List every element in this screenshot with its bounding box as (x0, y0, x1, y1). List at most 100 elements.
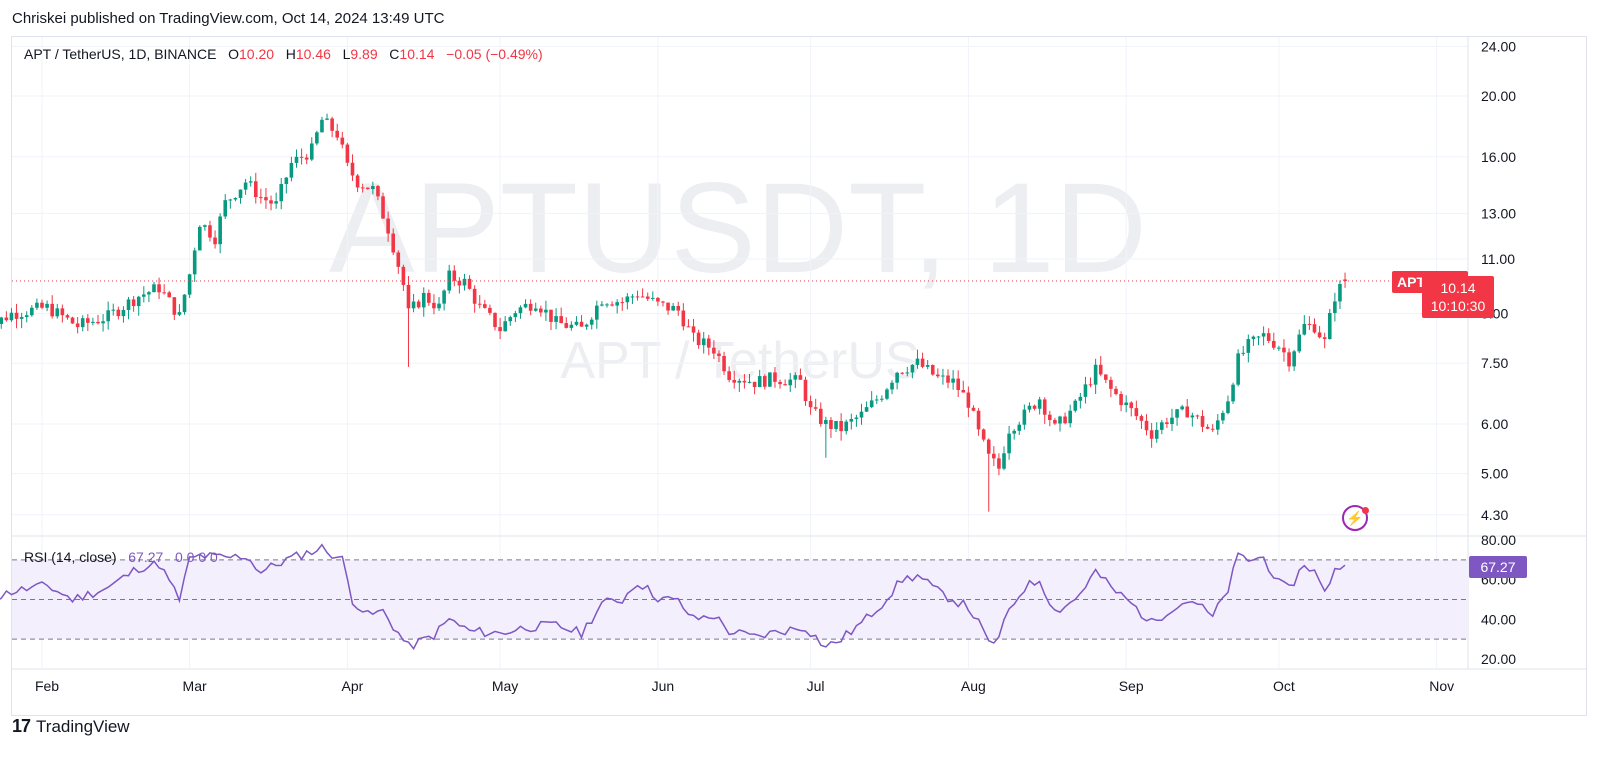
candle-body (773, 372, 777, 382)
candle-body (218, 216, 222, 245)
candle-body (920, 358, 925, 367)
candle-body (1322, 337, 1327, 340)
candle-body (457, 280, 462, 286)
candle-body (24, 315, 29, 318)
lightning-icon[interactable]: ⚡ (1342, 505, 1368, 531)
watermark-title: APTUSDT, 1D (329, 157, 1147, 300)
candle-body (981, 429, 986, 440)
candle-body (595, 305, 599, 320)
candle-body (762, 376, 767, 387)
candle-body (289, 162, 294, 178)
candle-body (192, 250, 197, 275)
candle-body (452, 270, 457, 281)
candle-body (1251, 336, 1256, 340)
candle-body (1292, 351, 1296, 367)
rsi-legend: RSI (14, close) 67.27 0 0 0 0 (24, 549, 218, 565)
candle-body (798, 375, 803, 380)
candle-body (467, 278, 472, 289)
candle-body (1104, 374, 1108, 380)
candle-body (96, 321, 100, 324)
candle-body (783, 384, 787, 386)
candle-body (661, 301, 665, 303)
candle-body (55, 308, 60, 317)
candle-body (859, 411, 864, 418)
candle-body (610, 304, 614, 306)
candle-body (951, 378, 955, 383)
candle-body (116, 309, 121, 317)
candle-body (747, 381, 752, 383)
candle-body (839, 420, 843, 432)
candle-body (1327, 313, 1332, 340)
candle-body (559, 316, 563, 324)
candle-body (656, 297, 660, 302)
candle-body (666, 302, 670, 311)
candle-body (768, 372, 772, 387)
candle-body (91, 321, 95, 323)
candle-body (579, 321, 584, 327)
candle-body (936, 374, 940, 377)
candle-body (696, 332, 701, 346)
candle-body (925, 365, 930, 367)
candle-body (864, 407, 869, 412)
candle-body (442, 290, 446, 304)
price-axis-label: 11.00 (1481, 251, 1515, 267)
candle-body (686, 326, 691, 328)
candle-body (401, 266, 406, 285)
candle-body (584, 324, 589, 327)
candle-body (1048, 414, 1052, 420)
candle-body (849, 418, 854, 422)
candle-body (126, 299, 131, 310)
candle-body (259, 197, 263, 199)
legend-l-label: L (342, 46, 351, 62)
candle-body (396, 252, 401, 267)
candle-body (834, 420, 838, 429)
candle-body (391, 233, 396, 253)
legend-high: 10.46 (295, 46, 331, 62)
candle-body (706, 338, 711, 348)
time-axis-label: Aug (961, 678, 986, 694)
price-axis-label: 20.00 (1481, 88, 1516, 104)
candle-body (742, 380, 747, 383)
candle-body (1002, 453, 1006, 469)
candle-body (75, 323, 80, 328)
candle-body (727, 371, 731, 380)
candle-body (722, 355, 726, 372)
candle-body (915, 358, 920, 365)
candle-body (818, 408, 823, 424)
candle-body (1333, 301, 1337, 314)
tradingview-logo-icon: 17 (12, 716, 31, 736)
legend-symbol: APT / TetherUS, 1D, BINANCE (24, 46, 217, 62)
candle-body (1231, 384, 1235, 402)
candle-body (869, 400, 874, 408)
candle-body (386, 218, 390, 234)
candle-body (569, 324, 574, 328)
candle-body (844, 421, 849, 432)
candle-body (167, 292, 172, 298)
candle-body (946, 375, 950, 383)
price-axis-label: 16.00 (1481, 149, 1516, 165)
candle-body (477, 303, 482, 305)
time-axis-label: May (492, 678, 518, 694)
candle-body (223, 200, 228, 217)
candle-body (335, 130, 340, 138)
time-axis-label: Mar (183, 678, 207, 694)
candle-body (635, 296, 640, 298)
candle-body (1205, 426, 1210, 429)
candle-body (574, 321, 579, 325)
candle-body (131, 299, 136, 307)
candle-body (651, 297, 655, 299)
candle-body (1037, 399, 1042, 409)
candle-body (483, 304, 487, 308)
candle-body (1017, 424, 1022, 431)
price-axis-label: 13.00 (1481, 205, 1516, 221)
candle-body (895, 372, 899, 383)
candle-body (111, 309, 116, 311)
candle-body (1144, 420, 1149, 431)
candle-body (752, 381, 757, 388)
candle-body (1154, 429, 1159, 439)
candle-body (136, 296, 141, 307)
candle-body (890, 382, 894, 390)
candle-body (1221, 412, 1225, 421)
tradingview-brand: TradingView (36, 716, 130, 736)
candle-body (197, 226, 202, 251)
